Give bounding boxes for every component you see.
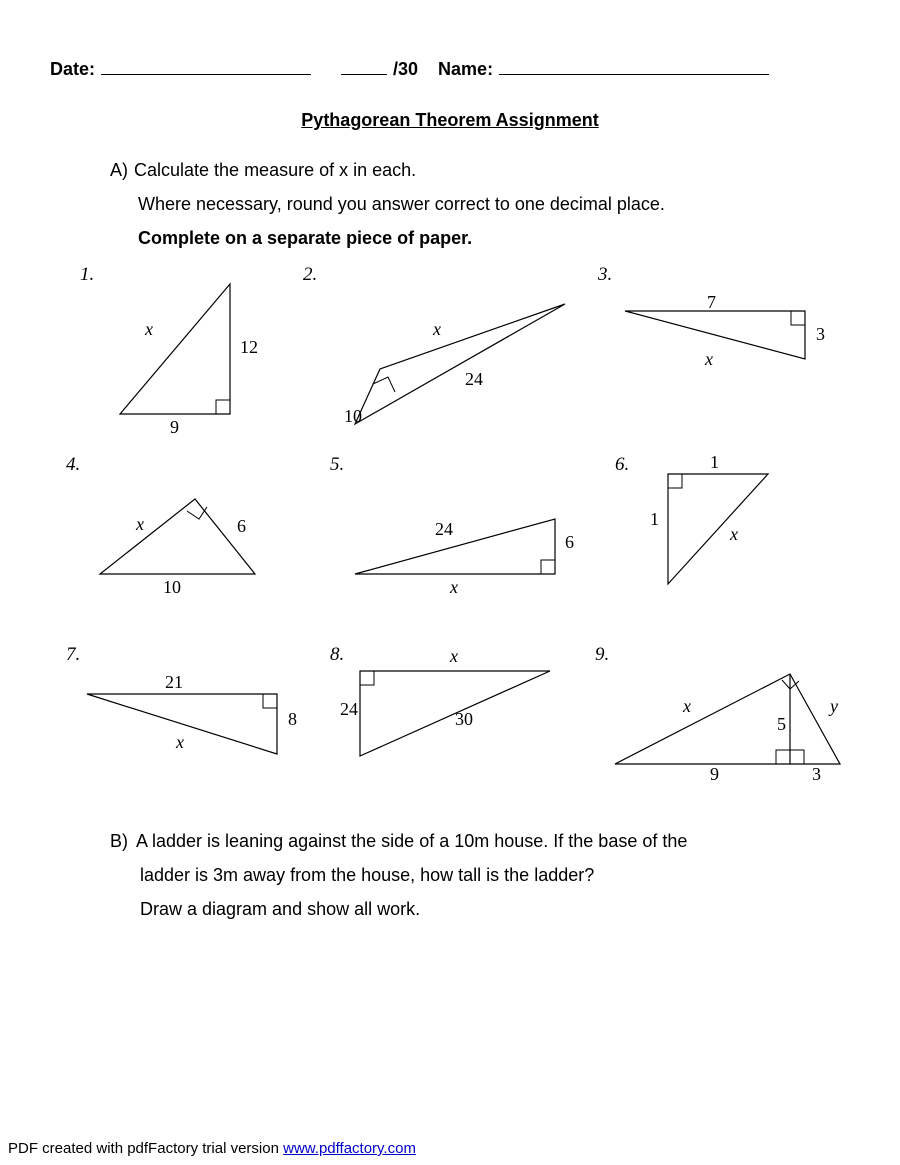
triangle-6-num: 6. (615, 454, 629, 476)
footer-text: PDF created with pdfFactory trial versio… (8, 1140, 283, 1157)
triangle-3-x: x (705, 349, 713, 370)
triangle-5-a: 24 (435, 519, 453, 540)
triangle-2-a: 24 (465, 369, 483, 390)
triangle-4-x: x (136, 514, 144, 535)
triangle-3-b: 3 (816, 324, 825, 345)
triangle-5-num: 5. (330, 454, 344, 476)
triangle-7-num: 7. (66, 644, 80, 666)
triangle-9-y: y (830, 696, 838, 717)
triangle-4-num: 4. (66, 454, 80, 476)
section-a-line3: Complete on a separate piece of paper. (138, 228, 472, 248)
triangle-9 (600, 659, 860, 779)
triangle-9-a: 5 (777, 714, 786, 735)
triangle-9-x: x (683, 696, 691, 717)
triangle-6-x: x (730, 524, 738, 545)
triangle-4-a: 6 (237, 516, 246, 537)
triangle-5 (340, 479, 580, 589)
triangle-5-x: x (450, 577, 458, 598)
section-a-line2: Where necessary, round you answer correc… (138, 194, 665, 214)
triangle-5-b: 6 (565, 532, 574, 553)
pdf-footer: PDF created with pdfFactory trial versio… (8, 1140, 416, 1157)
triangle-8-x: x (450, 646, 458, 667)
triangle-7-a: 21 (165, 672, 183, 693)
triangle-9-c: 3 (812, 764, 821, 785)
worksheet-header: Date: /30 Name: (50, 56, 850, 80)
triangle-7-x: x (176, 732, 184, 753)
triangles-grid: 1. x 12 9 2. x 24 10 3. 7 3 x 4. x (50, 264, 870, 794)
triangle-2-b: 10 (344, 406, 362, 427)
triangle-3 (605, 289, 835, 389)
section-a-label: A) (110, 153, 134, 187)
triangle-1-x: x (145, 319, 153, 340)
section-b-line3: Draw a diagram and show all work. (140, 899, 420, 919)
triangle-8-b: 30 (455, 709, 473, 730)
triangle-1-b: 9 (170, 417, 179, 438)
triangle-1-a: 12 (240, 337, 258, 358)
triangle-6-a: 1 (710, 452, 719, 473)
triangle-7 (72, 664, 302, 774)
score-suffix: /30 (393, 59, 418, 80)
score-blank[interactable] (341, 56, 387, 75)
triangle-9-b: 9 (710, 764, 719, 785)
section-a: A)Calculate the measure of x in each. Wh… (110, 153, 810, 256)
triangle-4-b: 10 (163, 577, 181, 598)
triangle-3-a: 7 (707, 292, 716, 313)
triangle-3-num: 3. (598, 264, 612, 286)
triangle-2-x: x (433, 319, 441, 340)
triangle-6-b: 1 (650, 509, 659, 530)
section-b-label: B) (110, 824, 136, 858)
worksheet-title: Pythagorean Theorem Assignment (50, 110, 850, 131)
triangle-1 (90, 269, 250, 429)
name-blank[interactable] (499, 56, 769, 75)
date-blank[interactable] (101, 56, 311, 75)
date-label: Date: (50, 59, 95, 80)
section-b-line1: A ladder is leaning against the side of … (136, 831, 687, 851)
triangle-4 (85, 479, 275, 589)
triangle-6 (648, 449, 838, 599)
triangle-8-a: 24 (340, 699, 358, 720)
footer-link[interactable]: www.pdffactory.com (283, 1140, 416, 1157)
section-a-line1: Calculate the measure of x in each. (134, 160, 416, 180)
name-label: Name: (438, 59, 493, 80)
section-b-line2: ladder is 3m away from the house, how ta… (140, 865, 594, 885)
triangle-7-b: 8 (288, 709, 297, 730)
section-b: B)A ladder is leaning against the side o… (110, 824, 810, 927)
triangle-2-num: 2. (303, 264, 317, 286)
